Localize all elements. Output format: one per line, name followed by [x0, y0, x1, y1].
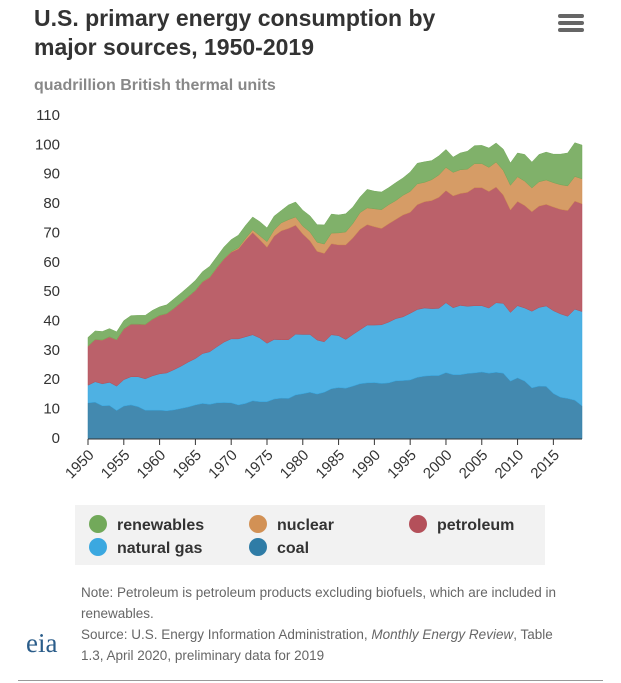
x-tick-label: 1965: [169, 447, 205, 483]
note: Note: Petroleum is petroleum products ex…: [81, 585, 557, 621]
x-tick-label: 1995: [384, 447, 420, 483]
legend-item[interactable]: petroleum: [409, 515, 514, 535]
legend-marker: [89, 515, 107, 533]
source-text: , Table 1.3, April 2020, preliminary dat…: [81, 627, 553, 663]
legend-marker: [89, 538, 107, 556]
y-tick-label: 60: [43, 254, 60, 271]
y-tick-label: 100: [35, 136, 60, 153]
y-tick-label: 30: [43, 342, 60, 359]
source-text: Monthly Energy Review: [371, 627, 514, 642]
legend-marker: [249, 538, 267, 556]
legend-label: nuclear: [277, 517, 334, 534]
logo: eia: [26, 628, 58, 658]
legend-marker: [409, 515, 427, 533]
legend-item[interactable]: coal: [249, 538, 309, 558]
chart-title: U.S. primary energy consumption by major…: [34, 5, 436, 60]
x-tick-label: 1960: [134, 447, 170, 483]
source: Source: U.S. Energy Information Administ…: [81, 624, 561, 666]
area: [87, 142, 583, 347]
legend-item[interactable]: nuclear: [249, 515, 334, 535]
source-text: Source: U.S. Energy Information Administ…: [81, 627, 372, 642]
y-tick-label: 50: [43, 283, 60, 300]
y-tick-label: 40: [43, 313, 60, 330]
x-tick-label: 2010: [492, 447, 528, 483]
x-tick-label: 1975: [241, 447, 277, 483]
legend-item[interactable]: natural gas: [89, 538, 202, 558]
y-tick-label: 90: [43, 166, 60, 183]
x-tick-label: 1985: [313, 447, 349, 483]
x-tick-label: 1955: [98, 447, 134, 483]
divider: [18, 680, 603, 681]
x-tick-label: 1970: [205, 447, 241, 483]
x-tick-label: 1990: [348, 447, 384, 483]
y-tick-label: 110: [36, 107, 60, 124]
legend-item[interactable]: renewables: [89, 515, 204, 535]
menu-button[interactable]: [558, 12, 584, 34]
legend-label: renewables: [117, 517, 205, 534]
x-tick-label: 1980: [277, 447, 313, 483]
y-tick-label: 10: [43, 401, 60, 418]
y-tick-label: 70: [43, 224, 60, 241]
legend-label: natural gas: [117, 540, 203, 557]
x-tick-label: 2015: [527, 447, 563, 483]
chart: 0 10 20 30 40 50 60 70 80 90 100 110 1950 1955 1960 196…: [35, 107, 583, 483]
legend-label: coal: [277, 540, 310, 557]
y-tick-label: 80: [43, 195, 60, 212]
x-tick-label: 2005: [456, 447, 492, 483]
y-tick-label: 20: [43, 371, 60, 388]
chart-subtitle: quadrillion British thermal units: [34, 77, 276, 94]
legend: renewables nuclear petroleum natural gas coa…: [75, 505, 545, 565]
legend-label: petroleum: [437, 517, 515, 534]
legend-marker: [249, 515, 267, 533]
x-tick-label: 1950: [62, 447, 98, 483]
x-tick-label: 2000: [420, 447, 456, 483]
y-tick-label: 0: [52, 430, 60, 447]
